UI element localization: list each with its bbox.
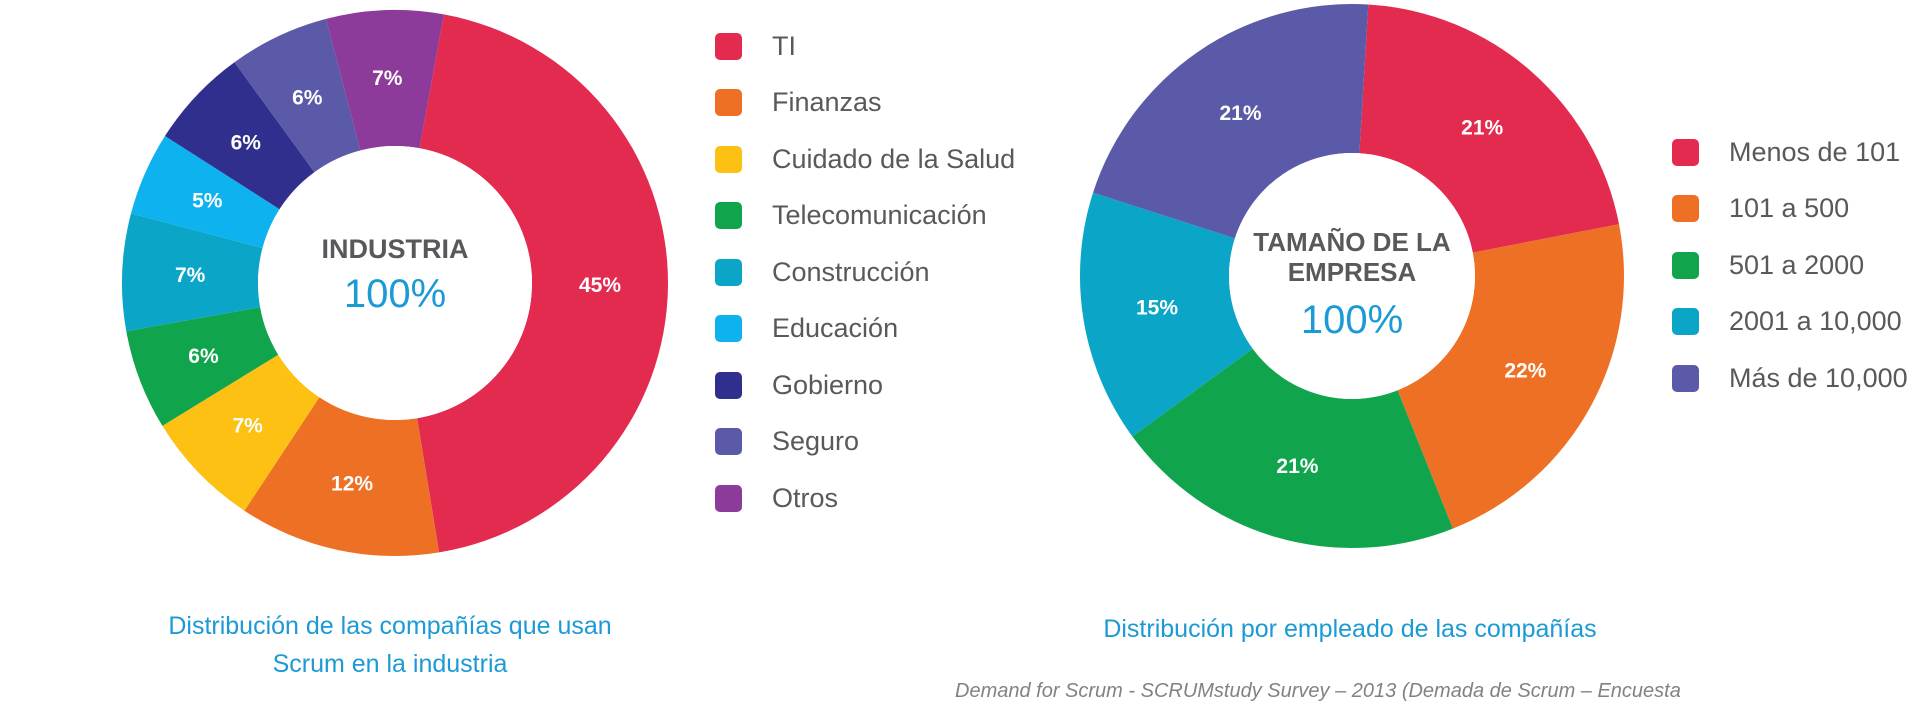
source-note: Demand for Scrum - SCRUMstudy Survey – 2… bbox=[955, 680, 1681, 702]
center-value: 100% bbox=[344, 272, 446, 316]
legend-item-cuidado-de-la-salud: Cuidado de la Salud bbox=[715, 131, 1015, 188]
legend-item-menos-de-101: Menos de 101 bbox=[1672, 124, 1908, 181]
slice-construccion bbox=[122, 213, 263, 332]
slice-label-educacion: 5% bbox=[192, 190, 223, 213]
legend-label-otros: Otros bbox=[772, 482, 839, 513]
slice-label-seguro: 6% bbox=[292, 87, 323, 110]
slice-telecomunicacion bbox=[126, 307, 279, 426]
industry-donut: 45% 12% 7% 6% 7% 5% 6% 6% 7% INDUSTRIA 100% bbox=[122, 9, 668, 556]
slice-ti bbox=[417, 14, 668, 553]
slice-2001-a-10-000 bbox=[1080, 192, 1253, 437]
legend-item-seguro: Seguro bbox=[715, 414, 1015, 471]
slice-label-501-a-2000: 21% bbox=[1276, 455, 1318, 478]
legend-swatch-101-a-500 bbox=[1672, 195, 1699, 223]
slice-label-menos-de-101: 21% bbox=[1461, 116, 1503, 139]
legend-label-ti: TI bbox=[772, 30, 796, 61]
legend-swatch-seguro bbox=[715, 428, 742, 456]
industry-caption-line-1: Distribución de las compañías que usan bbox=[168, 612, 612, 640]
slice-finanzas bbox=[244, 397, 440, 556]
legend-swatch-finanzas bbox=[715, 89, 742, 117]
slice-seguro bbox=[234, 18, 361, 173]
legend-swatch-otros bbox=[715, 484, 742, 512]
industry-legend: TI Finanzas Cuidado de la Salud Telecomunic… bbox=[715, 18, 1015, 527]
legend-swatch-cuidado-de-la-salud bbox=[715, 145, 742, 173]
legend-label-cuidado-de-la-salud: Cuidado de la Salud bbox=[772, 143, 1016, 174]
industry-caption-line-2: Scrum en la industria bbox=[272, 650, 508, 678]
legend-item-101-a-500: 101 a 500 bbox=[1672, 181, 1908, 238]
legend-item-otros: Otros bbox=[715, 470, 1015, 527]
legend-label-2001-a-10-000: 2001 a 10,000 bbox=[1729, 306, 1902, 337]
slice-label-construccion: 7% bbox=[175, 264, 206, 287]
donut-hole bbox=[1229, 153, 1475, 399]
legend-label-501-a-2000: 501 a 2000 bbox=[1729, 249, 1865, 280]
slice-cuidado-de-la-salud bbox=[162, 354, 320, 511]
company-size-caption: Distribución por empleado de las compañí… bbox=[1000, 610, 1700, 648]
legend-label-mas-de-10-000: Más de 10,000 bbox=[1729, 362, 1908, 393]
legend-label-menos-de-101: Menos de 101 bbox=[1729, 136, 1901, 167]
legend-swatch-ti bbox=[715, 32, 742, 60]
legend-swatch-mas-de-10-000 bbox=[1672, 364, 1699, 392]
legend-swatch-2001-a-10-000 bbox=[1672, 308, 1699, 336]
legend-label-finanzas: Finanzas bbox=[772, 87, 882, 118]
slice-label-mas-de-10-000: 21% bbox=[1220, 102, 1262, 125]
legend-item-mas-de-10-000: Más de 10,000 bbox=[1672, 350, 1908, 407]
legend-swatch-educacion bbox=[715, 315, 742, 343]
center-value: 100% bbox=[1301, 298, 1403, 342]
slice-label-2001-a-10-000: 15% bbox=[1136, 296, 1178, 319]
legend-item-ti: TI bbox=[715, 18, 1015, 75]
slice-label-cuidado-de-la-salud: 7% bbox=[232, 415, 263, 438]
legend-label-construccion: Construcción bbox=[772, 256, 930, 287]
legend-item-501-a-2000: 501 a 2000 bbox=[1672, 237, 1908, 294]
donut-hole bbox=[258, 146, 532, 420]
slice-label-otros: 7% bbox=[372, 67, 403, 90]
legend-swatch-telecomunicacion bbox=[715, 202, 742, 230]
slice-label-finanzas: 12% bbox=[331, 472, 373, 495]
slice-menos-de-101 bbox=[1359, 4, 1620, 253]
industry-caption: Distribución de las compañías que usan S… bbox=[95, 607, 685, 683]
legend-item-construccion: Construcción bbox=[715, 244, 1015, 301]
slice-educacion bbox=[131, 135, 280, 249]
slice-otros bbox=[326, 9, 444, 151]
slice-501-a-2000 bbox=[1132, 348, 1453, 548]
center-title-line-1: TAMAÑO DE LA bbox=[1253, 227, 1451, 257]
slice-101-a-500 bbox=[1397, 224, 1624, 529]
legend-item-finanzas: Finanzas bbox=[715, 75, 1015, 132]
company-size-legend: Menos de 101 101 a 500 501 a 2000 2001 a 10… bbox=[1672, 124, 1908, 407]
center-title-line-1: INDUSTRIA bbox=[322, 234, 469, 264]
company-size-caption-line-1: Distribución por empleado de las compañí… bbox=[1103, 615, 1597, 643]
legend-item-telecomunicacion: Telecomunicación bbox=[715, 188, 1015, 245]
legend-item-2001-a-10-000: 2001 a 10,000 bbox=[1672, 294, 1908, 351]
slice-gobierno bbox=[164, 62, 315, 210]
legend-swatch-menos-de-101 bbox=[1672, 138, 1699, 166]
legend-item-gobierno: Gobierno bbox=[715, 357, 1015, 414]
slice-label-ti: 45% bbox=[579, 274, 621, 297]
legend-swatch-501-a-2000 bbox=[1672, 251, 1699, 279]
legend-label-educacion: Educación bbox=[772, 313, 899, 344]
legend-label-101-a-500: 101 a 500 bbox=[1729, 193, 1850, 224]
legend-label-seguro: Seguro bbox=[772, 426, 860, 457]
legend-label-gobierno: Gobierno bbox=[772, 369, 884, 400]
legend-label-telecomunicacion: Telecomunicación bbox=[772, 200, 987, 231]
slice-label-telecomunicacion: 6% bbox=[188, 345, 219, 368]
legend-item-educacion: Educación bbox=[715, 301, 1015, 358]
slice-label-101-a-500: 22% bbox=[1504, 360, 1546, 383]
legend-swatch-construccion bbox=[715, 258, 742, 286]
slice-mas-de-10-000 bbox=[1093, 4, 1369, 239]
center-title-line-2: EMPRESA bbox=[1288, 257, 1417, 287]
slice-label-gobierno: 6% bbox=[231, 131, 262, 154]
legend-swatch-gobierno bbox=[715, 371, 742, 399]
